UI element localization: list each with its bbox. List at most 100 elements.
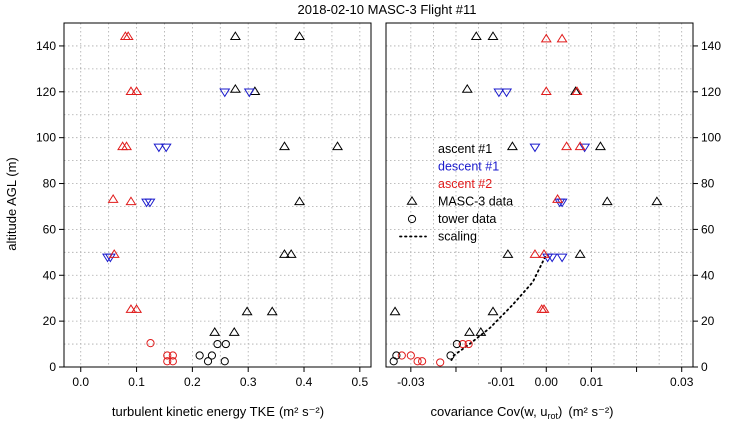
- data-point-triangle-up: [266, 306, 278, 316]
- legend-symbol-triangle: [406, 195, 418, 205]
- legend-entry-label: ascent #1: [438, 142, 492, 156]
- chart-title: 2018-02-10 MASC-3 Flight #11: [298, 2, 477, 17]
- data-point-triangle-up: [538, 249, 550, 258]
- y-tick-label-right: 20: [701, 314, 715, 328]
- data-point-triangle-up: [651, 196, 663, 206]
- x-tick-label: 0.5: [351, 375, 368, 389]
- x-tick-label: 0.01: [580, 375, 604, 389]
- x-axis-label-text: covariance Cov(w, u: [430, 404, 547, 419]
- data-point-triangle-up: [506, 141, 518, 151]
- data-point-triangle-up: [502, 249, 514, 258]
- x-axis-label-subscript: rot: [548, 411, 559, 421]
- data-point-circle: [207, 351, 217, 360]
- data-point-triangle-up: [594, 141, 606, 151]
- x-tick-label: 0.00: [535, 375, 559, 389]
- data-point-triangle-up: [461, 83, 473, 93]
- x-tick-label: 0.03: [670, 375, 694, 389]
- data-point-circle: [446, 351, 455, 360]
- series-tower-data-ascent-2-: [146, 339, 177, 366]
- data-point-triangle-up: [228, 327, 240, 336]
- data-point-circle: [406, 351, 415, 360]
- legend-entry-label: scaling: [438, 230, 477, 244]
- data-point-triangle-up: [122, 31, 134, 41]
- series-ascent-1: [389, 31, 663, 336]
- data-point-triangle-up: [556, 33, 568, 43]
- data-point-triangle-up: [285, 249, 297, 258]
- y-axis-label: altitude AGL (m): [4, 157, 19, 250]
- data-point-triangle-up: [464, 327, 476, 336]
- data-point-triangle-up: [470, 31, 482, 41]
- data-point-circle: [221, 339, 230, 349]
- data-point-triangle-down: [219, 88, 231, 98]
- y-tick-label-right: 120: [701, 85, 721, 99]
- x-tick-label: 0.3: [240, 375, 257, 389]
- data-point-triangle-down: [493, 88, 505, 98]
- covariance-panel: covariance Cov(w, urot) (m² s⁻²) -0.03 -0.…: [385, 22, 721, 421]
- x-tick-label: -0.03: [397, 375, 425, 389]
- y-tick-label-right: 100: [701, 131, 721, 145]
- data-point-triangle-up: [108, 249, 120, 258]
- data-point-circle: [220, 357, 229, 366]
- data-point-circle: [458, 339, 467, 349]
- data-point-circle: [163, 351, 172, 360]
- data-point-circle: [418, 357, 427, 366]
- y-tick-label-right: 60: [701, 222, 715, 236]
- data-point-circle: [436, 358, 445, 367]
- x-axis-label-tke: turbulent kinetic energy TKE (m² s⁻²): [112, 404, 324, 419]
- data-point-circle: [163, 357, 172, 366]
- data-point-triangle-up: [229, 31, 241, 41]
- data-point-triangle-up: [278, 141, 290, 151]
- y-tick-label: 80: [43, 177, 57, 191]
- y-tick-label-right: 140: [701, 39, 721, 53]
- data-point-circle: [452, 339, 461, 349]
- data-point-circle: [397, 351, 406, 360]
- data-point-triangle-up: [229, 83, 241, 93]
- grid: [386, 22, 693, 368]
- data-point-circle: [213, 339, 222, 349]
- series-descent-1: [102, 88, 255, 263]
- y-tick-label: 40: [43, 268, 57, 282]
- y-tick-label: 20: [43, 314, 57, 328]
- x-axis-label-units: (m² s⁻²): [279, 404, 324, 419]
- x-tick-label: 0.2: [184, 375, 201, 389]
- legend-entry-label: MASC-3 data: [438, 195, 513, 209]
- grid: [64, 22, 371, 368]
- data-point-circle: [168, 357, 177, 366]
- x-tick-label: -0.01: [487, 375, 515, 389]
- data-point-triangle-down: [579, 143, 591, 153]
- data-point-triangle-down: [243, 88, 255, 98]
- x-tick-label: 0.0: [72, 375, 89, 389]
- data-point-triangle-up: [125, 86, 137, 96]
- data-point-triangle-down: [153, 143, 165, 153]
- plot-frame: [385, 22, 694, 368]
- series-ascent-2: [529, 33, 586, 313]
- x-axis-label-close: ): [558, 404, 562, 419]
- data-point-triangle-up: [294, 196, 306, 206]
- data-point-triangle-down: [160, 143, 172, 153]
- tke-panel: turbulent kinetic energy TKE (m² s⁻²) 0.0…: [36, 22, 372, 419]
- data-point-triangle-down: [556, 253, 568, 263]
- data-point-triangle-up: [241, 306, 253, 316]
- legend-symbol-circle: [407, 214, 417, 224]
- legend-entry-label: tower data: [438, 212, 496, 226]
- series-ascent-2: [107, 31, 143, 313]
- x-axis-label-cov: covariance Cov(w, urot) (m² s⁻²): [430, 404, 613, 421]
- legend-entry-label: descent #1: [438, 160, 499, 174]
- series-tower-data: [195, 339, 230, 366]
- data-point-triangle-up: [107, 194, 119, 203]
- data-point-triangle-up: [552, 194, 564, 203]
- data-point-triangle-up: [278, 249, 290, 258]
- y-tick-label: 0: [49, 360, 56, 374]
- data-point-circle: [195, 351, 204, 360]
- y-tick-label-right: 0: [701, 360, 708, 374]
- data-point-triangle-up: [529, 249, 541, 258]
- y-tick-label: 120: [36, 85, 56, 99]
- data-point-triangle-up: [487, 31, 499, 41]
- data-point-triangle-up: [125, 304, 137, 313]
- x-axis-label-units: (m² s⁻²): [568, 404, 613, 419]
- data-point-triangle-down: [529, 143, 541, 153]
- data-point-triangle-up: [571, 86, 583, 96]
- data-point-circle: [464, 339, 473, 349]
- data-point-triangle-up: [209, 327, 221, 336]
